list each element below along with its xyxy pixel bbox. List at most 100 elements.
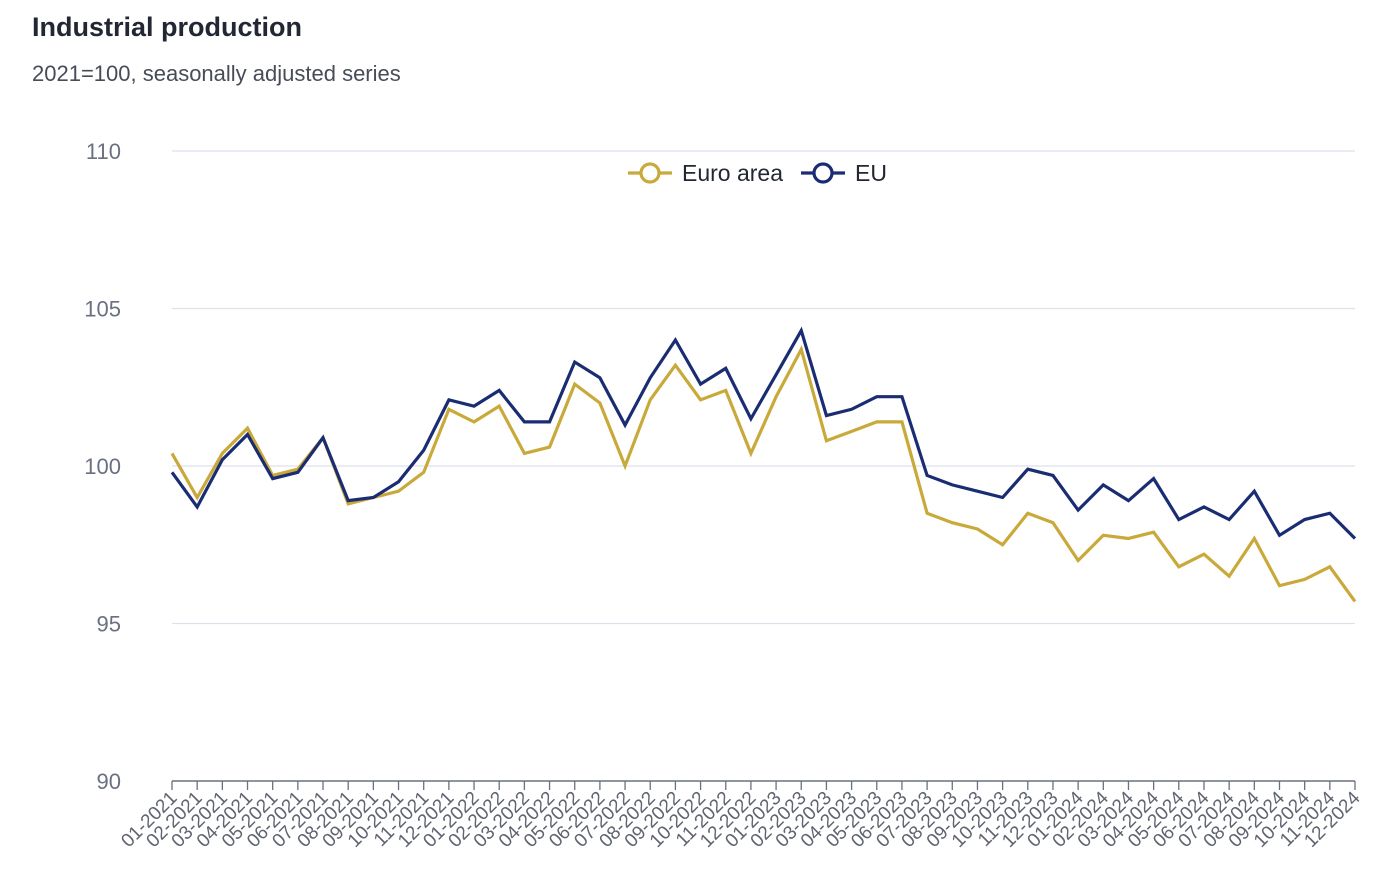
data-point-euro-area[interactable] [923,509,931,517]
data-point-euro-area[interactable] [1099,531,1107,539]
data-point-euro-area[interactable] [1225,572,1233,580]
data-point-euro-area[interactable] [1175,563,1183,571]
data-point-eu[interactable] [1301,516,1309,524]
data-point-euro-area[interactable] [722,386,730,394]
data-point-euro-area[interactable] [495,402,503,410]
data-point-euro-area[interactable] [168,449,176,457]
legend-circle-marker [639,162,661,184]
data-point-euro-area[interactable] [1024,509,1032,517]
data-point-euro-area[interactable] [747,449,755,457]
data-point-eu[interactable] [1326,509,1334,517]
data-point-euro-area[interactable] [571,380,579,388]
data-point-eu[interactable] [1150,475,1158,483]
data-point-euro-area[interactable] [822,437,830,445]
data-point-eu[interactable] [999,494,1007,502]
data-point-euro-area[interactable] [520,449,528,457]
data-point-euro-area[interactable] [470,418,478,426]
legend[interactable]: Euro area EU [628,160,887,186]
data-point-eu[interactable] [369,494,377,502]
data-point-eu[interactable] [646,374,654,382]
data-point-eu[interactable] [193,503,201,511]
data-point-eu[interactable] [445,396,453,404]
data-point-eu[interactable] [747,415,755,423]
data-point-euro-area[interactable] [948,519,956,527]
data-point-euro-area[interactable] [546,443,554,451]
data-point-eu[interactable] [621,421,629,429]
x-axis: 01-202102-202103-202104-202105-202106-20… [117,780,1365,852]
data-point-eu[interactable] [319,434,327,442]
data-point-euro-area[interactable] [797,345,805,353]
data-point-eu[interactable] [973,487,981,495]
data-point-euro-area[interactable] [1250,534,1258,542]
data-point-eu[interactable] [571,358,579,366]
data-point-eu[interactable] [395,478,403,486]
data-point-eu[interactable] [1200,503,1208,511]
legend-item-eu[interactable]: EU [801,160,887,186]
data-point-euro-area[interactable] [1200,550,1208,558]
data-point-eu[interactable] [244,431,252,439]
data-point-euro-area[interactable] [873,418,881,426]
series-line-eu[interactable] [170,326,1357,540]
data-point-eu[interactable] [1351,534,1359,542]
data-point-euro-area[interactable] [898,418,906,426]
data-point-euro-area[interactable] [1326,563,1334,571]
data-point-euro-area[interactable] [697,396,705,404]
data-point-euro-area[interactable] [772,393,780,401]
data-point-eu[interactable] [470,402,478,410]
data-point-eu[interactable] [898,393,906,401]
data-point-eu[interactable] [948,481,956,489]
data-point-euro-area[interactable] [596,399,604,407]
data-point-eu[interactable] [344,497,352,505]
data-point-eu[interactable] [1074,506,1082,514]
data-point-eu[interactable] [797,327,805,335]
data-point-eu[interactable] [1124,497,1132,505]
data-point-eu[interactable] [1175,516,1183,524]
data-point-eu[interactable] [420,446,428,454]
data-point-euro-area[interactable] [999,541,1007,549]
data-point-eu[interactable] [1225,516,1233,524]
data-point-eu[interactable] [1049,471,1057,479]
data-point-eu[interactable] [1250,487,1258,495]
data-point-eu[interactable] [168,468,176,476]
y-tick-label: 100 [84,454,121,479]
data-point-euro-area[interactable] [671,361,679,369]
data-point-euro-area[interactable] [621,462,629,470]
data-point-euro-area[interactable] [646,396,654,404]
data-point-eu[interactable] [923,471,931,479]
data-point-eu[interactable] [1024,465,1032,473]
y-tick-label: 90 [97,769,121,794]
data-point-eu[interactable] [772,371,780,379]
data-point-euro-area[interactable] [420,468,428,476]
data-point-eu[interactable] [269,475,277,483]
data-point-eu[interactable] [294,468,302,476]
data-point-euro-area[interactable] [848,427,856,435]
data-point-eu[interactable] [495,386,503,394]
data-point-eu[interactable] [596,374,604,382]
data-point-euro-area[interactable] [1124,534,1132,542]
data-point-eu[interactable] [697,380,705,388]
data-point-eu[interactable] [722,364,730,372]
data-point-euro-area[interactable] [1301,575,1309,583]
data-point-euro-area[interactable] [1074,557,1082,565]
data-point-eu[interactable] [848,405,856,413]
data-point-euro-area[interactable] [395,487,403,495]
data-point-eu[interactable] [218,456,226,464]
y-tick-label: 105 [84,297,121,322]
legend-label: EU [855,160,887,186]
data-point-euro-area[interactable] [1275,582,1283,590]
data-point-eu[interactable] [546,418,554,426]
legend-label: Euro area [682,160,783,186]
legend-circle-marker [812,162,834,184]
data-point-eu[interactable] [1099,481,1107,489]
data-point-eu[interactable] [520,418,528,426]
data-point-eu[interactable] [1275,531,1283,539]
data-point-eu[interactable] [822,412,830,420]
data-point-euro-area[interactable] [1049,519,1057,527]
legend-item-euro-area[interactable]: Euro area [628,160,783,186]
data-point-euro-area[interactable] [1351,597,1359,605]
data-point-eu[interactable] [671,336,679,344]
data-point-euro-area[interactable] [1150,528,1158,536]
data-point-euro-area[interactable] [973,525,981,533]
data-point-eu[interactable] [873,393,881,401]
